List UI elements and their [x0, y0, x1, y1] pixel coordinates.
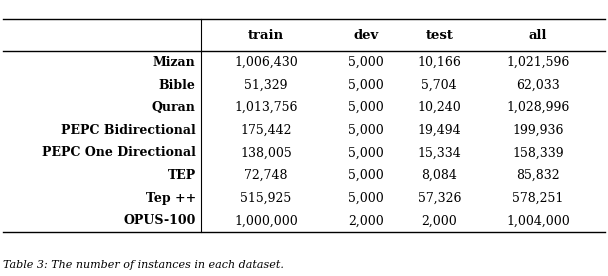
Text: 5,000: 5,000	[348, 169, 384, 182]
Text: 515,925: 515,925	[240, 192, 292, 205]
Text: Bible: Bible	[159, 78, 196, 92]
Text: dev: dev	[354, 29, 379, 42]
Text: 1,021,596: 1,021,596	[506, 56, 570, 69]
Text: 1,013,756: 1,013,756	[234, 101, 298, 114]
Text: 62,033: 62,033	[516, 78, 560, 92]
Text: 5,000: 5,000	[348, 124, 384, 137]
Text: 175,442: 175,442	[240, 124, 292, 137]
Text: 15,334: 15,334	[418, 146, 461, 160]
Text: TEP: TEP	[168, 169, 196, 182]
Text: 2,000: 2,000	[421, 214, 457, 227]
Text: PEPC One Directional: PEPC One Directional	[42, 146, 196, 160]
Text: Mizan: Mizan	[153, 56, 196, 69]
Text: 5,000: 5,000	[348, 192, 384, 205]
Text: 57,326: 57,326	[418, 192, 461, 205]
Text: 85,832: 85,832	[516, 169, 560, 182]
Text: 138,005: 138,005	[240, 146, 292, 160]
Text: Tep ++: Tep ++	[145, 192, 196, 205]
Text: 8,084: 8,084	[421, 169, 457, 182]
Text: 578,251: 578,251	[513, 192, 564, 205]
Text: Quran: Quran	[152, 101, 196, 114]
Text: 72,748: 72,748	[244, 169, 288, 182]
Text: 2,000: 2,000	[348, 214, 384, 227]
Text: 10,166: 10,166	[417, 56, 461, 69]
Text: Table 3: The number of instances in each dataset.: Table 3: The number of instances in each…	[3, 260, 284, 270]
Text: 5,000: 5,000	[348, 56, 384, 69]
Text: OPUS-100: OPUS-100	[123, 214, 196, 227]
Text: 10,240: 10,240	[418, 101, 461, 114]
Text: 1,028,996: 1,028,996	[506, 101, 570, 114]
Text: 5,000: 5,000	[348, 101, 384, 114]
Text: 158,339: 158,339	[513, 146, 564, 160]
Text: train: train	[248, 29, 284, 42]
Text: 1,000,000: 1,000,000	[234, 214, 298, 227]
Text: 5,704: 5,704	[421, 78, 457, 92]
Text: 51,329: 51,329	[244, 78, 288, 92]
Text: 1,004,000: 1,004,000	[506, 214, 570, 227]
Text: 5,000: 5,000	[348, 78, 384, 92]
Text: test: test	[426, 29, 453, 42]
Text: 19,494: 19,494	[418, 124, 461, 137]
Text: all: all	[529, 29, 547, 42]
Text: 199,936: 199,936	[513, 124, 564, 137]
Text: PEPC Bidirectional: PEPC Bidirectional	[61, 124, 196, 137]
Text: 1,006,430: 1,006,430	[234, 56, 298, 69]
Text: 5,000: 5,000	[348, 146, 384, 160]
